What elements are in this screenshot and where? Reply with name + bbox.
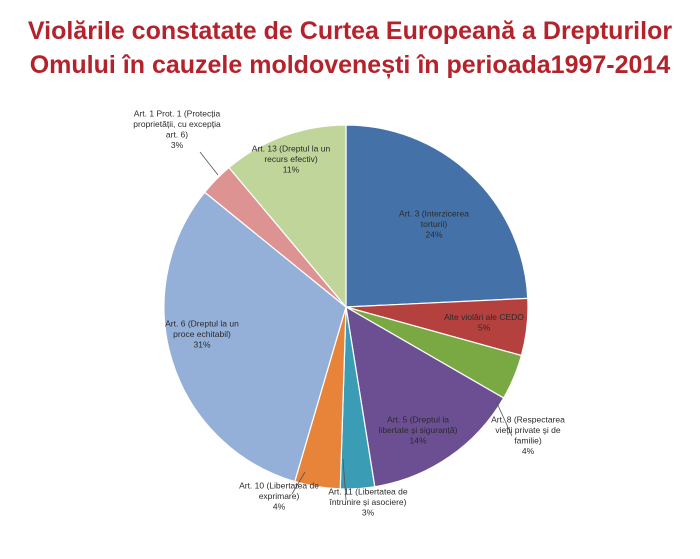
slice-label-line: Art. 1 Prot. 1 (Protecția: [134, 108, 221, 118]
leader-lines: [199, 151, 513, 501]
pie-slice: [345, 305, 505, 488]
slice-label-line: vieţii private şi de: [495, 425, 560, 435]
slice-label-line: Art. 5 (Dreptul la: [387, 415, 449, 425]
chart-title-line-2: Omului în cauzele moldovenești în perioa…: [29, 51, 671, 79]
slice-percent: 24%: [425, 230, 442, 240]
slice-percent: 14%: [409, 436, 426, 446]
slice-label-line: întrunire și asociere): [328, 497, 406, 507]
slice-percent: 4%: [273, 502, 286, 512]
slice-label-line: Art. 11 (Libertatea de: [328, 487, 407, 497]
slice-percent: 11%: [283, 165, 300, 175]
slice-label-line: proprietății, cu excepția: [133, 119, 221, 129]
slice-label: Art. 11 (Libertatea de întrunire și asoci…: [328, 487, 407, 518]
slice-label: Art. 3 (Interzicerea torturii) 24%: [399, 209, 469, 240]
slice-label-line: Art. 3 (Interzicerea: [399, 209, 469, 219]
slice-label-line: torturii): [421, 219, 448, 229]
slice-label-line: Art. 10 (Libertatea de: [239, 481, 319, 491]
chart-title-line-1: Violările constatate de Curtea Europeană…: [27, 17, 673, 45]
leader-line: [495, 400, 513, 437]
pie-slices: [163, 124, 529, 490]
slice-label: Alte violări ale CEDO 5%: [444, 312, 524, 333]
slice-label: Art. 6 (Dreptul la un proce echitabil) 31%: [165, 319, 239, 350]
slice-label-line: libertate și siguranță): [379, 425, 458, 435]
slice-label-line: familie): [514, 435, 542, 445]
slice-label: Art. 10 (Libertatea de exprimare) 4%: [239, 481, 319, 512]
leader-line: [342, 458, 347, 501]
slice-label: Art. 13 (Dreptul la un recurs efectiv) 11%: [252, 144, 331, 175]
slice-label-line: Art. 13 (Dreptul la un: [252, 144, 331, 154]
leader-line: [291, 471, 306, 495]
slice-label: Art. 5 (Dreptul la libertate și siguranță…: [379, 415, 458, 446]
slice-label-line: Art. 8 (Respectarea: [491, 414, 565, 424]
slice-label-line: proce echitabil): [173, 329, 231, 339]
slice-percent: 3%: [171, 140, 184, 150]
slice-percent: 3%: [362, 508, 375, 518]
slice-percent: 4%: [522, 446, 535, 456]
pie-slice: [163, 191, 347, 483]
slice-percent: 31%: [193, 340, 210, 350]
slice-label-line: art. 6): [166, 129, 188, 139]
leader-line: [199, 151, 219, 176]
slice-label-line: Alte violări ale CEDO: [444, 312, 524, 322]
chart-title: Violările constatate de Curtea Europeană…: [0, 14, 700, 82]
slice-labels: Art. 3 (Interzicerea torturii) 24% Alte vio…: [133, 108, 565, 517]
slice-label: Art. 1 Prot. 1 (Protecția proprietății, c…: [133, 108, 221, 150]
slice-percent: 5%: [478, 322, 491, 332]
slice-label: Art. 8 (Respectarea vieţii private şi de f…: [491, 414, 565, 456]
slice-label-line: Art. 6 (Dreptul la un: [165, 319, 239, 329]
slice-label-line: exprimare): [259, 491, 300, 501]
pie-slice: [228, 124, 347, 309]
slice-label-line: recurs efectiv): [264, 154, 318, 164]
pie-slice: [345, 124, 529, 308]
